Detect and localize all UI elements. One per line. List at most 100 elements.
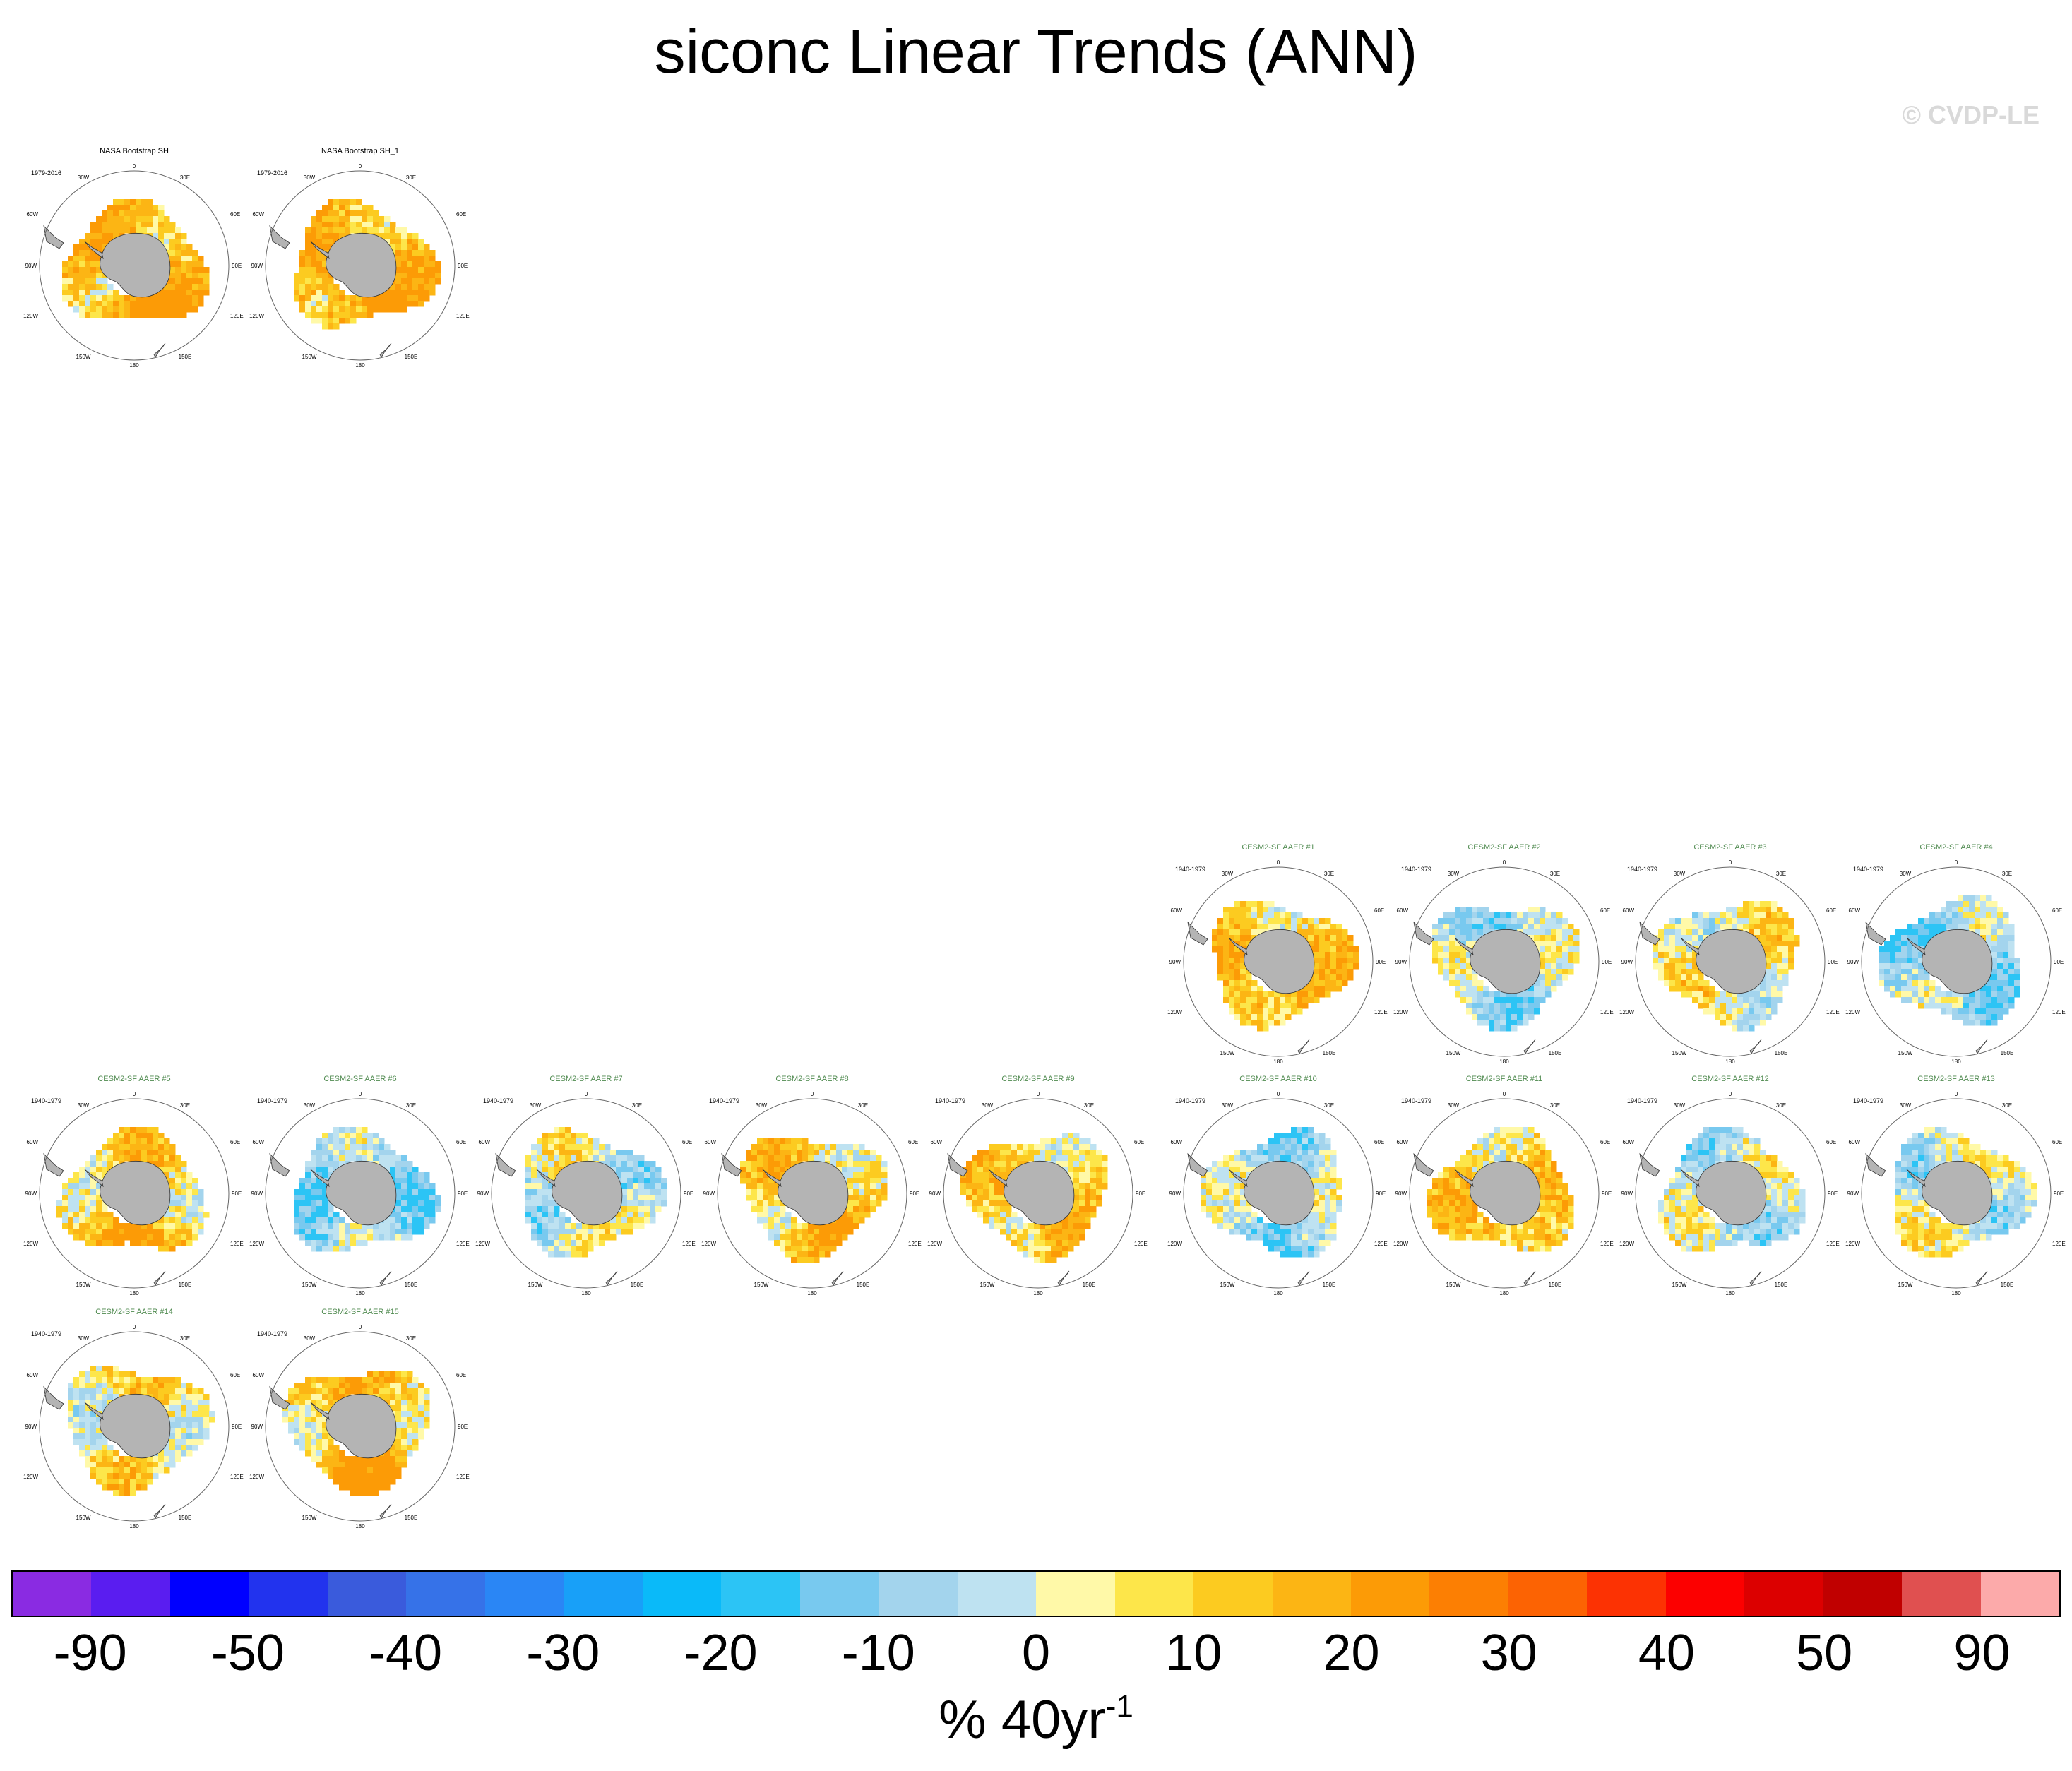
trend-cell <box>153 306 159 313</box>
trend-cell <box>401 256 407 262</box>
trend-cell <box>1901 1234 1907 1241</box>
trend-cell <box>1206 1195 1213 1201</box>
new-zealand <box>605 1270 618 1286</box>
trend-cell <box>333 1234 340 1241</box>
trend-cell <box>1268 924 1275 930</box>
trend-cell <box>147 1133 153 1139</box>
trend-cell <box>1895 1178 1902 1184</box>
trend-cell <box>1280 1133 1286 1139</box>
trend-cell <box>169 1212 176 1218</box>
trend-cell <box>1534 1234 1540 1241</box>
trend-cell <box>1664 929 1670 936</box>
trend-cell <box>1240 1200 1246 1207</box>
trend-cell <box>1460 1206 1467 1212</box>
longitude-label: 60W <box>1623 907 1635 914</box>
longitude-label: 120W <box>23 1241 38 1247</box>
trend-cell <box>588 1155 594 1162</box>
trend-cell <box>1534 941 1540 947</box>
trend-cell <box>1477 1212 1484 1218</box>
trend-cell <box>537 1167 543 1173</box>
trend-cell <box>797 1257 803 1263</box>
panel-title: NASA Bootstrap SH <box>100 147 169 155</box>
trend-cell <box>1212 1217 1218 1224</box>
trend-cell <box>1308 1223 1314 1229</box>
trend-cell <box>983 1217 989 1224</box>
trend-cell <box>1946 901 1953 907</box>
trend-cell <box>638 1195 645 1201</box>
longitude-label: 150E <box>1549 1050 1562 1056</box>
trend-cell <box>554 1200 560 1207</box>
trend-cell <box>1489 1025 1495 1032</box>
trend-cell <box>1000 1183 1006 1190</box>
trend-cell <box>1901 974 1907 981</box>
antarctic-peninsula <box>1680 1169 1700 1188</box>
trend-cell <box>537 1150 543 1156</box>
trend-cell <box>1771 963 1778 970</box>
trend-cell <box>1760 1008 1766 1015</box>
trend-cell <box>345 199 351 205</box>
trend-cell <box>412 1178 419 1184</box>
trend-cell <box>401 1212 407 1218</box>
trend-cell <box>1068 1212 1074 1218</box>
south-america-tip <box>43 225 64 249</box>
trend-cell <box>175 1229 181 1235</box>
trend-cell <box>328 210 334 217</box>
trend-cell <box>571 1223 577 1229</box>
new-zealand <box>153 342 166 358</box>
trend-cell <box>299 1234 306 1241</box>
trend-cell <box>1528 997 1535 1003</box>
trend-cell <box>1263 1003 1269 1009</box>
trend-cell <box>864 1183 871 1190</box>
trend-cell <box>1068 1223 1074 1229</box>
trend-cell <box>1766 929 1772 936</box>
trend-cell <box>339 1161 345 1167</box>
trend-cell <box>797 1246 803 1252</box>
trend-cell <box>1489 1133 1495 1139</box>
trend-cell <box>1726 1020 1732 1026</box>
trend-cell <box>1240 1014 1246 1020</box>
trend-cell <box>638 1206 645 1212</box>
map-border <box>1409 1098 1600 1289</box>
trend-cell <box>1090 1172 1097 1179</box>
trend-cell <box>1223 946 1229 953</box>
trend-cell <box>1963 1008 1970 1015</box>
trend-cell <box>864 1206 871 1212</box>
trend-cell <box>1545 958 1552 964</box>
panel-period: 1940-1979 <box>1627 866 1658 873</box>
trend-cell <box>1246 1229 1252 1235</box>
trend-cell <box>130 301 136 307</box>
trend-cell <box>542 1195 549 1201</box>
trend-cell <box>79 306 85 313</box>
trend-cell <box>1336 1206 1342 1212</box>
longitude-label: 90E <box>458 263 468 269</box>
trend-cell <box>1268 1234 1275 1241</box>
longitude-label: 150W <box>528 1282 543 1288</box>
trend-cell <box>554 1167 560 1173</box>
trend-cell <box>1040 1150 1046 1156</box>
longitude-label: 60E <box>908 1139 918 1145</box>
trend-cell <box>85 244 91 251</box>
trend-cell <box>1223 986 1229 992</box>
trend-cell <box>1079 1229 1085 1235</box>
trend-cell <box>390 239 396 245</box>
trend-cell <box>181 1206 187 1212</box>
trend-cell <box>311 1229 317 1235</box>
trend-cell <box>181 256 187 262</box>
trend-cell <box>169 1172 176 1179</box>
trend-cell <box>328 1206 334 1212</box>
trend-cell <box>1703 997 1710 1003</box>
trend-cell <box>390 1212 396 1218</box>
trend-cell <box>1325 1172 1331 1179</box>
trend-cell <box>525 1195 532 1201</box>
trend-cell <box>1760 986 1766 992</box>
trend-cell <box>780 1150 786 1156</box>
trend-cell <box>1686 1167 1693 1173</box>
trend-cell <box>1353 952 1359 958</box>
trend-cell <box>621 1150 628 1156</box>
trend-cell <box>655 1195 662 1201</box>
trend-cell <box>1777 1183 1783 1190</box>
trend-cell <box>316 1246 323 1252</box>
new-zealand <box>1749 1039 1762 1054</box>
longitude-label: 180 <box>1725 1290 1735 1296</box>
trend-cell <box>836 1240 843 1246</box>
